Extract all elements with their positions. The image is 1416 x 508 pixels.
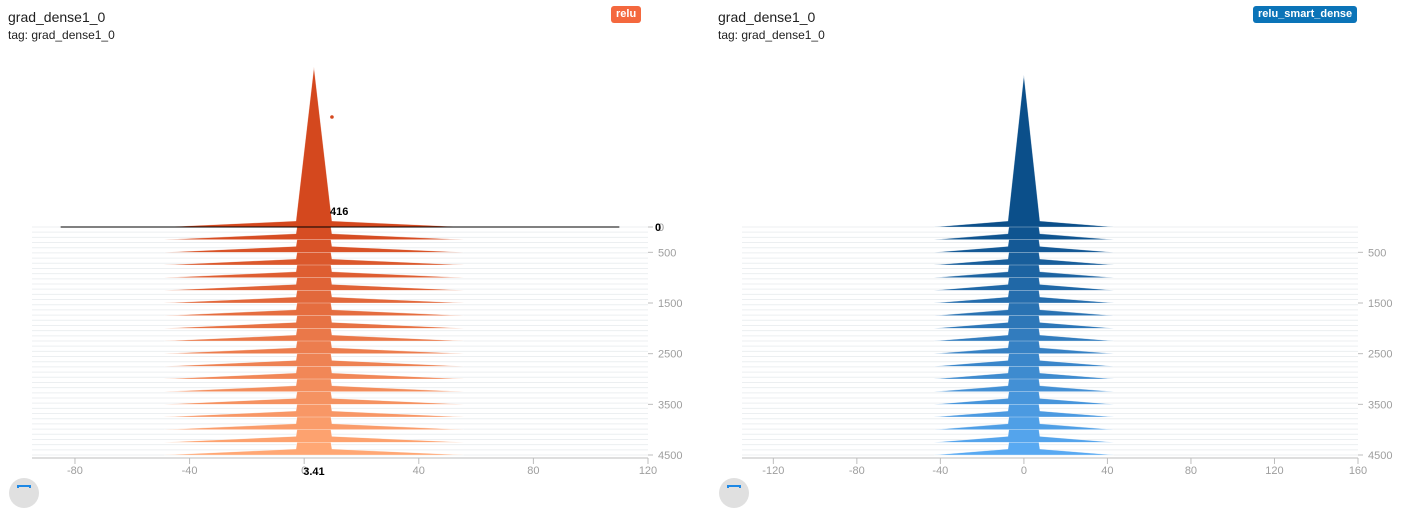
y-tick-label: 4500 bbox=[1368, 450, 1392, 462]
y-tick-label: 2500 bbox=[658, 349, 682, 361]
x-tick-label: 80 bbox=[1185, 465, 1197, 477]
x-tick-label: 160 bbox=[1349, 465, 1367, 477]
x-tick-label: 120 bbox=[639, 465, 657, 477]
card-tag-line: tag: grad_dense1_0 bbox=[8, 28, 115, 42]
y-tick-label: 1500 bbox=[1368, 298, 1392, 310]
x-tick-label: -120 bbox=[762, 465, 784, 477]
histogram-step-0 bbox=[933, 74, 1114, 228]
card-title: grad_dense1_0 bbox=[8, 9, 106, 25]
run-badge: relu_smart_dense bbox=[1253, 6, 1358, 23]
y-axis: 500 1500 2500 3500 4500 bbox=[1358, 247, 1392, 462]
y-tick-label: 500 bbox=[1368, 247, 1386, 259]
y-tick-label: 4500 bbox=[658, 450, 682, 462]
x-tick-label: 40 bbox=[1101, 465, 1113, 477]
hover-step-label: 0 bbox=[655, 222, 661, 234]
y-tick-label: 500 bbox=[658, 247, 676, 259]
histogram-series bbox=[163, 66, 464, 456]
x-axis: -80 -40 0 40 80 120 bbox=[32, 457, 657, 477]
histogram-card-relu: grad_dense1_0 tag: grad_dense1_0 relu -8… bbox=[0, 0, 708, 508]
x-tick-label: -40 bbox=[932, 465, 948, 477]
expand-button[interactable] bbox=[719, 478, 749, 508]
histogram-card-relu-smart-dense: grad_dense1_0 tag: grad_dense1_0 relu_sm… bbox=[710, 0, 1416, 508]
card-title: grad_dense1_0 bbox=[718, 9, 816, 25]
x-tick-label: 0 bbox=[1021, 465, 1027, 477]
hover-peak-marker bbox=[330, 115, 334, 119]
x-axis: -120 -80 -40 0 40 80 120 160 bbox=[742, 457, 1367, 477]
y-tick-label: 3500 bbox=[1368, 399, 1392, 411]
x-tick-label: 40 bbox=[413, 465, 425, 477]
y-tick-label: 0 bbox=[658, 222, 664, 234]
y-tick-label: 3500 bbox=[658, 399, 682, 411]
expand-icon bbox=[17, 485, 31, 488]
x-tick-label: 80 bbox=[527, 465, 539, 477]
step-baselines bbox=[742, 226, 1358, 456]
expand-icon bbox=[727, 485, 741, 488]
y-tick-label: 2500 bbox=[1368, 349, 1392, 361]
expand-button[interactable] bbox=[9, 478, 39, 508]
run-badge: relu bbox=[611, 6, 642, 23]
histogram-step-0 bbox=[163, 66, 464, 228]
x-tick-label: -40 bbox=[182, 465, 198, 477]
x-tick-label: 120 bbox=[1265, 465, 1283, 477]
histogram-chart[interactable]: -80 -40 0 40 80 120 0 500 1500 2500 3500 4500 416 3.4… bbox=[0, 0, 708, 490]
x-tick-label: 0 bbox=[301, 465, 307, 477]
x-tick-label: -80 bbox=[67, 465, 83, 477]
x-tick-label: -80 bbox=[849, 465, 865, 477]
y-tick-label: 1500 bbox=[658, 298, 682, 310]
hover-count-label: 416 bbox=[330, 206, 348, 218]
card-tag-line: tag: grad_dense1_0 bbox=[718, 28, 825, 42]
histogram-chart[interactable]: -120 -80 -40 0 40 80 120 160 500 1500 2500 3500 4500 bbox=[710, 0, 1416, 490]
y-axis: 0 500 1500 2500 3500 4500 bbox=[648, 222, 682, 462]
histogram-series bbox=[933, 74, 1114, 456]
hover-x-label: 3.41 bbox=[303, 466, 324, 478]
